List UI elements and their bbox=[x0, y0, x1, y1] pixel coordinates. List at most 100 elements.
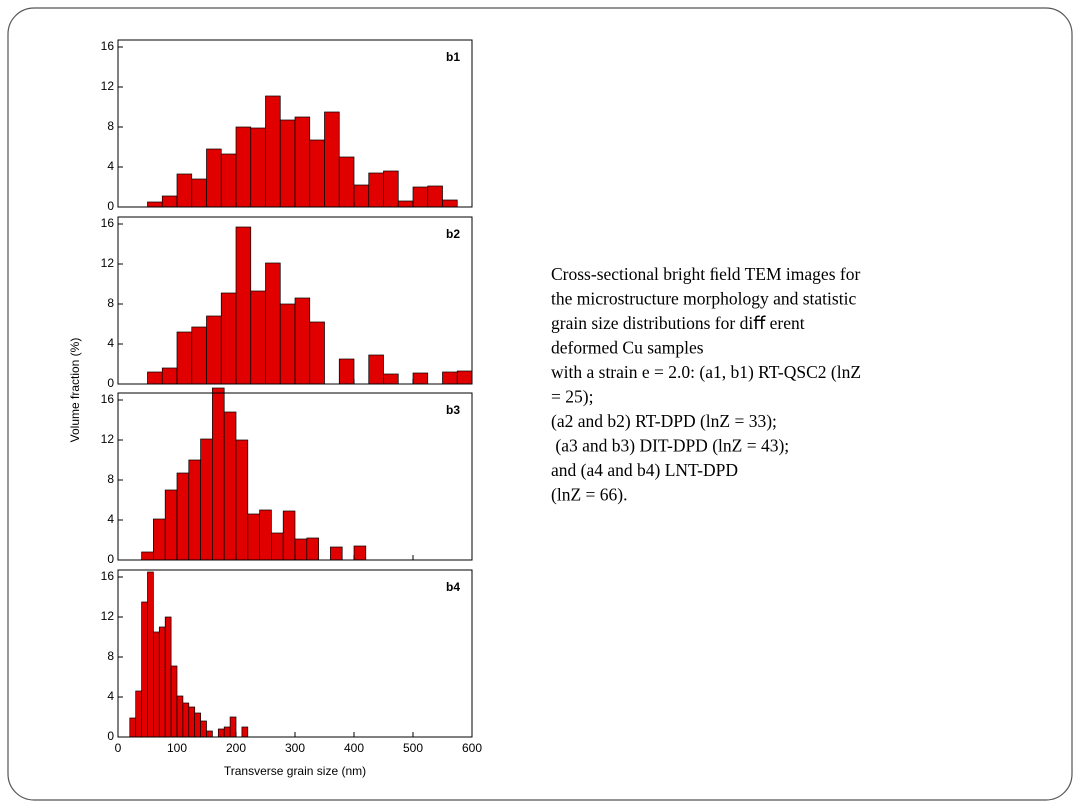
caption-line: grain size distributions for diﬀ erent bbox=[551, 313, 805, 333]
x-tick-label: 200 bbox=[226, 741, 246, 755]
bar bbox=[383, 170, 399, 208]
bar bbox=[176, 472, 190, 561]
y-tick-label: 0 bbox=[107, 199, 114, 213]
bar bbox=[309, 321, 325, 385]
bar bbox=[188, 459, 201, 561]
bar bbox=[412, 372, 429, 385]
bar bbox=[368, 172, 384, 208]
y-tick-label: 8 bbox=[107, 119, 114, 133]
panel-title: b2 bbox=[446, 227, 460, 241]
y-tick-label: 12 bbox=[101, 79, 115, 93]
bar bbox=[191, 326, 207, 385]
bar bbox=[309, 139, 325, 208]
caption-line: (a2 and b2) RT-DPD (lnZ = 33); bbox=[551, 411, 777, 431]
bar bbox=[147, 371, 163, 385]
bar bbox=[158, 626, 166, 738]
bar bbox=[176, 695, 184, 738]
caption-line: the microstructure morphology and statis… bbox=[551, 289, 856, 309]
bar bbox=[217, 728, 225, 738]
y-tick-label: 0 bbox=[107, 376, 114, 390]
bar bbox=[182, 702, 190, 738]
x-tick-label: 300 bbox=[285, 741, 305, 755]
bar bbox=[383, 373, 399, 385]
bar bbox=[338, 358, 355, 385]
bar bbox=[353, 545, 367, 561]
bar bbox=[164, 616, 172, 738]
y-tick-label: 16 bbox=[101, 39, 115, 53]
bar bbox=[194, 712, 201, 738]
caption-line: (lnZ = 66). bbox=[551, 485, 627, 505]
bar bbox=[241, 726, 249, 738]
y-tick-label: 12 bbox=[101, 609, 115, 623]
bar bbox=[235, 126, 252, 208]
y-tick-label: 16 bbox=[101, 392, 115, 406]
x-tick-label: 400 bbox=[344, 741, 364, 755]
x-tick-label: 0 bbox=[115, 741, 122, 755]
y-tick-label: 12 bbox=[101, 256, 115, 270]
bar bbox=[294, 538, 308, 561]
bar bbox=[294, 297, 311, 385]
bar bbox=[153, 518, 166, 561]
bar bbox=[279, 303, 296, 385]
bar bbox=[206, 315, 222, 385]
bar bbox=[353, 184, 370, 208]
bar bbox=[153, 631, 160, 738]
bar bbox=[294, 116, 311, 208]
bar bbox=[223, 726, 231, 738]
bar bbox=[141, 601, 148, 738]
bar bbox=[265, 95, 281, 208]
caption-line: deformed Cu samples bbox=[551, 338, 704, 358]
bar bbox=[223, 411, 237, 561]
bar bbox=[265, 262, 281, 385]
bar bbox=[412, 186, 429, 208]
bar bbox=[135, 690, 142, 738]
caption-line: (a3 and b3) DIT-DPD (lnZ = 43); bbox=[551, 436, 789, 456]
bar bbox=[282, 510, 296, 561]
bar bbox=[200, 720, 207, 738]
x-tick-label: 100 bbox=[167, 741, 187, 755]
bar bbox=[235, 226, 252, 385]
y-tick-label: 16 bbox=[101, 216, 115, 230]
bar bbox=[250, 127, 266, 208]
bar bbox=[271, 532, 284, 561]
y-tick-label: 4 bbox=[107, 512, 114, 526]
bar bbox=[141, 551, 154, 561]
bar bbox=[368, 354, 384, 385]
bar bbox=[306, 537, 319, 561]
bar bbox=[235, 439, 249, 561]
caption-line: Cross-sectional bright ﬁeld TEM images f… bbox=[551, 264, 860, 284]
bar bbox=[324, 111, 340, 208]
x-tick-label: 600 bbox=[462, 741, 482, 755]
panel-title: b4 bbox=[446, 580, 460, 594]
caption: Cross-sectional bright ﬁeld TEM images f… bbox=[551, 264, 861, 505]
bar bbox=[200, 438, 213, 561]
y-tick-label: 0 bbox=[107, 552, 114, 566]
y-tick-label: 4 bbox=[107, 689, 114, 703]
bar bbox=[279, 119, 296, 208]
y-tick-label: 8 bbox=[107, 472, 114, 486]
bar bbox=[164, 489, 178, 561]
x-tick-label: 500 bbox=[403, 741, 423, 755]
bar bbox=[330, 546, 343, 561]
bar bbox=[206, 148, 222, 208]
bar bbox=[206, 730, 213, 738]
y-axis-label: Volume fraction (%) bbox=[68, 338, 82, 443]
bar bbox=[338, 156, 355, 208]
bar bbox=[161, 195, 178, 208]
bar bbox=[212, 387, 225, 561]
bar bbox=[259, 509, 272, 561]
y-tick-label: 12 bbox=[101, 432, 115, 446]
y-tick-label: 16 bbox=[101, 569, 115, 583]
bar bbox=[220, 153, 237, 208]
y-tick-label: 0 bbox=[107, 729, 114, 743]
bar bbox=[247, 513, 260, 561]
x-axis-label: Transverse grain size (nm) bbox=[224, 764, 366, 778]
bar bbox=[397, 200, 414, 208]
y-tick-label: 4 bbox=[107, 159, 114, 173]
bar bbox=[161, 367, 178, 385]
bar bbox=[188, 706, 196, 738]
bar bbox=[170, 665, 178, 738]
bar bbox=[147, 201, 163, 208]
panel-title: b3 bbox=[446, 403, 460, 417]
